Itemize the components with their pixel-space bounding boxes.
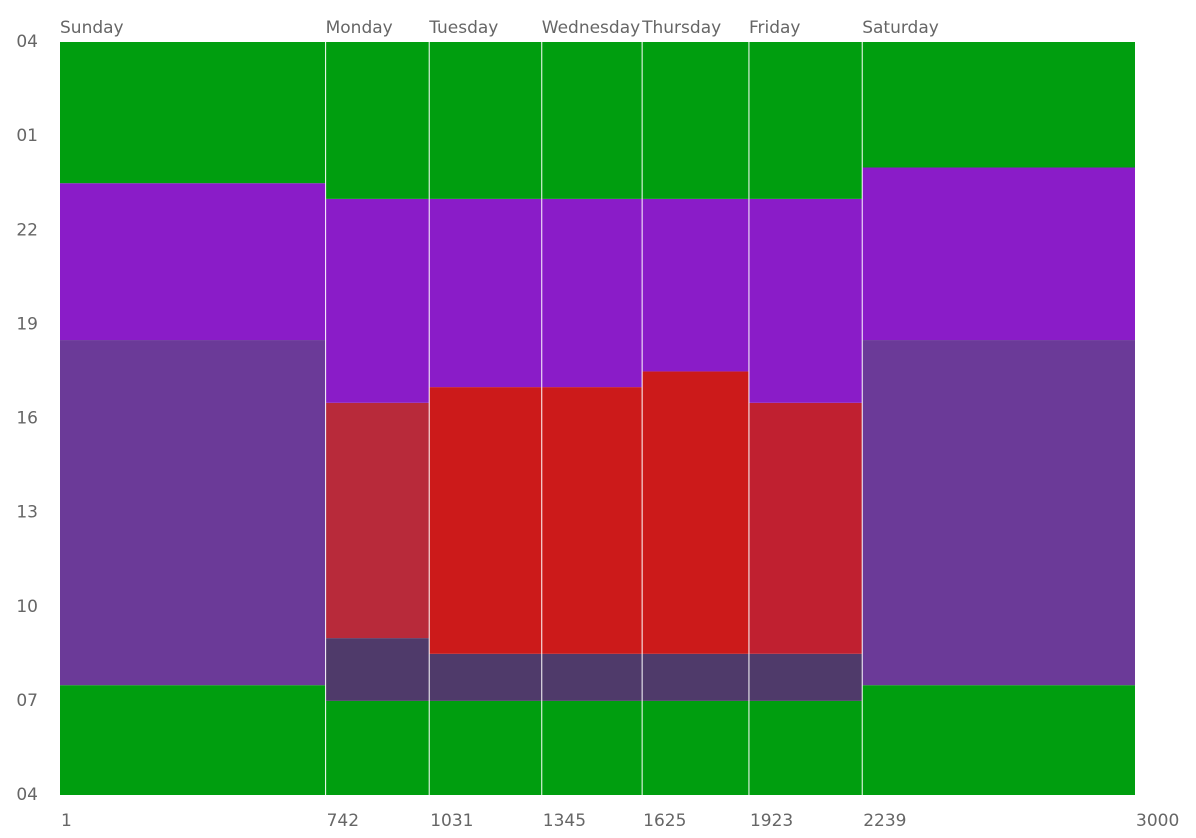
y-tick-label: 13 <box>16 503 38 523</box>
activity-band <box>748 402 863 654</box>
activity-band <box>541 198 643 388</box>
x-tick-label: 742 <box>327 811 359 831</box>
y-tick-label: 04 <box>16 32 38 52</box>
activity-band <box>541 387 643 654</box>
day-label: Wednesday <box>542 18 640 38</box>
day-label: Tuesday <box>428 18 498 38</box>
activity-band <box>429 198 542 388</box>
y-tick-label: 22 <box>16 220 38 240</box>
activity-band <box>429 653 542 701</box>
activity-band <box>541 700 643 795</box>
y-tick-label: 16 <box>16 409 38 429</box>
y-tick-label: 07 <box>16 691 38 711</box>
day-label: Sunday <box>60 18 124 38</box>
activity-band <box>429 387 542 654</box>
y-tick-label: 19 <box>16 314 38 334</box>
x-tick-label: 1 <box>61 811 72 831</box>
activity-band <box>862 685 1135 795</box>
activity-band <box>862 340 1135 686</box>
x-tick-label: 2239 <box>863 811 906 831</box>
activity-band <box>748 198 863 403</box>
x-tick-label: 3000 <box>1136 811 1179 831</box>
activity-band <box>325 700 430 795</box>
day-label: Friday <box>749 18 801 38</box>
activity-band <box>642 198 749 372</box>
y-tick-label: 04 <box>16 785 38 805</box>
day-label: Saturday <box>862 18 939 38</box>
activity-band <box>642 700 749 795</box>
activity-band <box>60 340 326 686</box>
activity-band <box>642 371 749 654</box>
activity-band <box>60 685 326 795</box>
activity-band <box>862 167 1135 341</box>
activity-band <box>541 42 643 199</box>
x-tick-label: 1625 <box>643 811 686 831</box>
activity-band <box>429 42 542 199</box>
activity-band <box>325 402 430 639</box>
y-tick-label: 01 <box>16 126 38 146</box>
activity-band <box>325 638 430 701</box>
day-label: Monday <box>326 18 393 38</box>
activity-band <box>748 653 863 701</box>
activity-band <box>60 183 326 341</box>
activity-band <box>748 700 863 795</box>
x-tick-label: 1345 <box>543 811 586 831</box>
activity-band <box>325 42 430 199</box>
activity-band <box>642 42 749 199</box>
x-tick-label: 1031 <box>430 811 473 831</box>
activity-band <box>60 42 326 184</box>
activity-band <box>429 700 542 795</box>
activity-band <box>541 653 643 701</box>
activity-band <box>642 653 749 701</box>
day-label: Thursday <box>641 18 721 38</box>
x-tick-label: 1923 <box>750 811 793 831</box>
activity-band <box>748 42 863 199</box>
activity-band <box>325 198 430 403</box>
activity-band <box>862 42 1135 168</box>
y-tick-label: 10 <box>16 597 38 617</box>
